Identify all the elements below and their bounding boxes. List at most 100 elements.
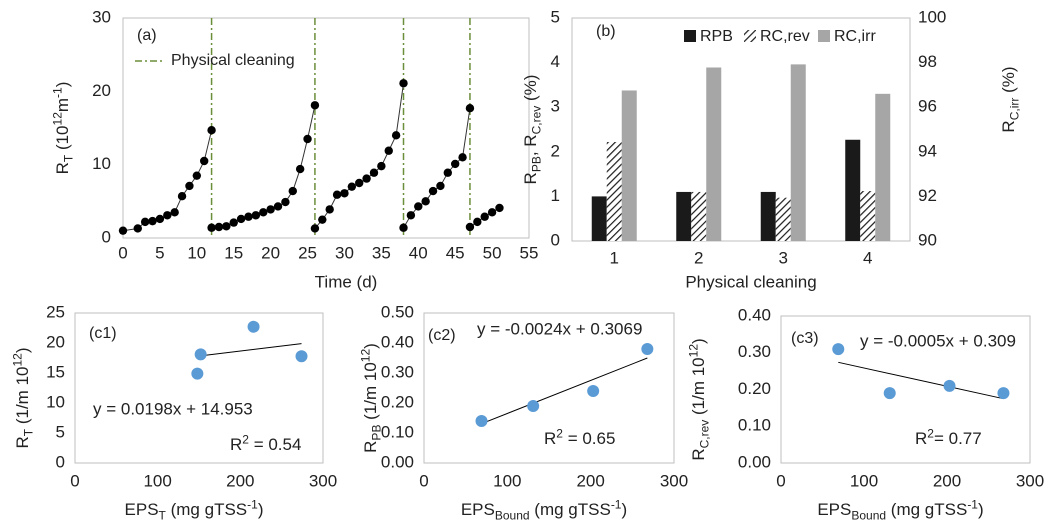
resistance-point [436, 181, 445, 191]
resistance-point [259, 208, 268, 217]
panel-c2-ylabel-part-3: 12 [359, 349, 373, 363]
panel-c3-ytick-label: 0.20 [738, 379, 771, 398]
panel-c1-ytick-label: 10 [46, 392, 65, 411]
panel-c2-xlabel: EPSBound (mg gTSS-1) [461, 498, 627, 523]
panel-c3-xlabel-part-4: ) [978, 500, 984, 519]
panel-c3-ytick-label: 0.40 [738, 305, 771, 324]
panel-c1-r2: R2 = 0.54 [230, 433, 301, 455]
resistance-point [384, 146, 393, 155]
panel-a-xtick-label: 40 [409, 243, 428, 262]
panel-c2-ytick-label: 0.10 [381, 422, 414, 441]
panel-c1-xtick-label: 100 [143, 471, 171, 490]
resistance-point [340, 189, 349, 198]
panel-c2-xtick-label: 200 [576, 471, 604, 490]
legend-cleaning-label: Physical cleaning [171, 52, 295, 69]
scatter-point [883, 387, 896, 400]
panel-c1-xtick-label: 0 [70, 471, 79, 490]
panel-c2-ylabel-part-2: (1/m 10 [361, 362, 380, 424]
scatter-point [997, 387, 1010, 400]
resistance-point [391, 131, 401, 140]
panel-c3-xlabel: EPSBound (mg gTSS-1) [817, 498, 983, 523]
bar-rcrev [775, 197, 791, 241]
resistance-point [347, 182, 357, 191]
panel-c3-r2: R2= 0.77 [915, 427, 982, 449]
resistance-point [140, 217, 150, 227]
resistance-point [244, 212, 253, 221]
legend-swatch-rcrev [744, 30, 756, 42]
panel-c1-xlabel-part-0: EPS [125, 500, 159, 519]
panel-c3-ylabel-part-2: (1/m 10 [689, 357, 708, 419]
resistance-point [118, 226, 128, 235]
panel-c3-xlabel-part-2: (mg gTSS [886, 500, 967, 519]
panel-a-ytick-label: 30 [92, 7, 111, 26]
panel-b-category-label: 1 [610, 248, 619, 267]
panel-c1-ytick-label: 20 [46, 332, 65, 351]
panel-c2-ylabel-part-4: ) [361, 343, 380, 349]
panel-b-category-label: 2 [694, 248, 703, 267]
panel-a-ylabel-part-4: m [53, 98, 72, 112]
panel-c2-r2-part-1: 2 [556, 427, 563, 441]
panel-c1-xlabel: EPST (mg gTSS-1) [125, 498, 264, 523]
panel-c2-xlabel-part-2: (mg gTSS [530, 500, 611, 519]
bar-rcirr [875, 93, 891, 241]
resistance-point [214, 222, 224, 232]
panel-b-left-ylabel-part-2: , R [521, 134, 540, 156]
panel-a-xtick-label: 25 [298, 243, 317, 262]
panel-a-xtick-label: 45 [446, 243, 465, 262]
resistance-point [310, 101, 320, 110]
panel-c1-r2-part-1: 2 [242, 433, 249, 447]
panel-c2-ylabel-part-0: R [361, 441, 380, 453]
panel-b-right-ytick-label: 100 [918, 7, 946, 26]
resistance-point [465, 222, 475, 232]
scatter-point [527, 400, 540, 412]
panel-c1-xlabel-part-2: (mg gTSS [166, 500, 247, 519]
panel-b-category-label: 4 [863, 248, 872, 267]
panel-b-right-ylabel-part-0: R [999, 120, 1018, 132]
panel-a-xtick-label: 20 [261, 243, 280, 262]
panel-c2-xlabel-part-0: EPS [461, 500, 495, 519]
panel-c3-ylabel-part-1: C,rev [698, 420, 712, 449]
bar-rcirr [621, 90, 637, 241]
bar-rpb [845, 139, 861, 241]
panel-a-xtick-label: 5 [155, 243, 164, 262]
panel-a-xtick-label: 35 [372, 243, 391, 262]
resistance-point [465, 104, 475, 113]
panel-b-right-ytick-label: 98 [918, 52, 937, 71]
panel-a-ylabel-part-0: R [53, 162, 72, 174]
resistance-point [266, 205, 275, 214]
panel-a-xtick-label: 10 [187, 243, 206, 262]
resistance-point [399, 223, 408, 232]
bar-rcirr [706, 67, 722, 241]
panel-a-xtick-label: 55 [520, 243, 539, 262]
panel-c2-ytick-label: 0.20 [381, 392, 414, 411]
panel-c3-r2-part-0: R [915, 429, 927, 448]
panel-c2-xlabel-part-1: Bound [495, 509, 530, 523]
panel-a: 0 10 20 30 0 5 10 15 20 25 30 35 40 45 50 55 Time (d) RT … [51, 7, 539, 291]
bar-rcrev [860, 191, 876, 241]
scatter-point [832, 343, 845, 356]
panel-b-right-ytick-label: 94 [918, 141, 937, 160]
panel-b-right-ytick-label: 96 [918, 97, 937, 116]
resistance-point [170, 208, 179, 217]
panel-a-xtick-label: 0 [118, 243, 127, 262]
panel-c3-r2-part-1: 2 [927, 427, 934, 441]
panel-b: 0 1 2 3 4 5 90 92 94 96 98 100 1 2 3 4 Physical cleaning… [521, 7, 1021, 291]
panel-c3-xtick-label: 300 [1016, 471, 1044, 490]
resistance-point [414, 202, 423, 211]
resistance-point [421, 197, 430, 206]
resistance-point [148, 216, 157, 226]
resistance-point [133, 224, 142, 233]
panel-c2-ytick-label: 0.30 [381, 362, 414, 381]
panel-c1-xlabel-part-1: T [159, 509, 167, 523]
resistance-point [450, 159, 460, 169]
panel-b-right-ylabel: RC,irr (%) [999, 66, 1021, 132]
panel-c3-xlabel-part-0: EPS [817, 500, 851, 519]
panel-c3-xlabel-part-3: -1 [967, 498, 978, 512]
resistance-point [362, 174, 371, 183]
scatter-point [641, 343, 654, 355]
panel-b-left-ylabel-part-4: (%) [521, 75, 540, 106]
resistance-point [273, 202, 283, 211]
panel-c2-r2-part-2: = 0.65 [563, 429, 615, 448]
panel-c2-ytick-label: 0.00 [381, 452, 414, 471]
trend-line [481, 357, 648, 425]
